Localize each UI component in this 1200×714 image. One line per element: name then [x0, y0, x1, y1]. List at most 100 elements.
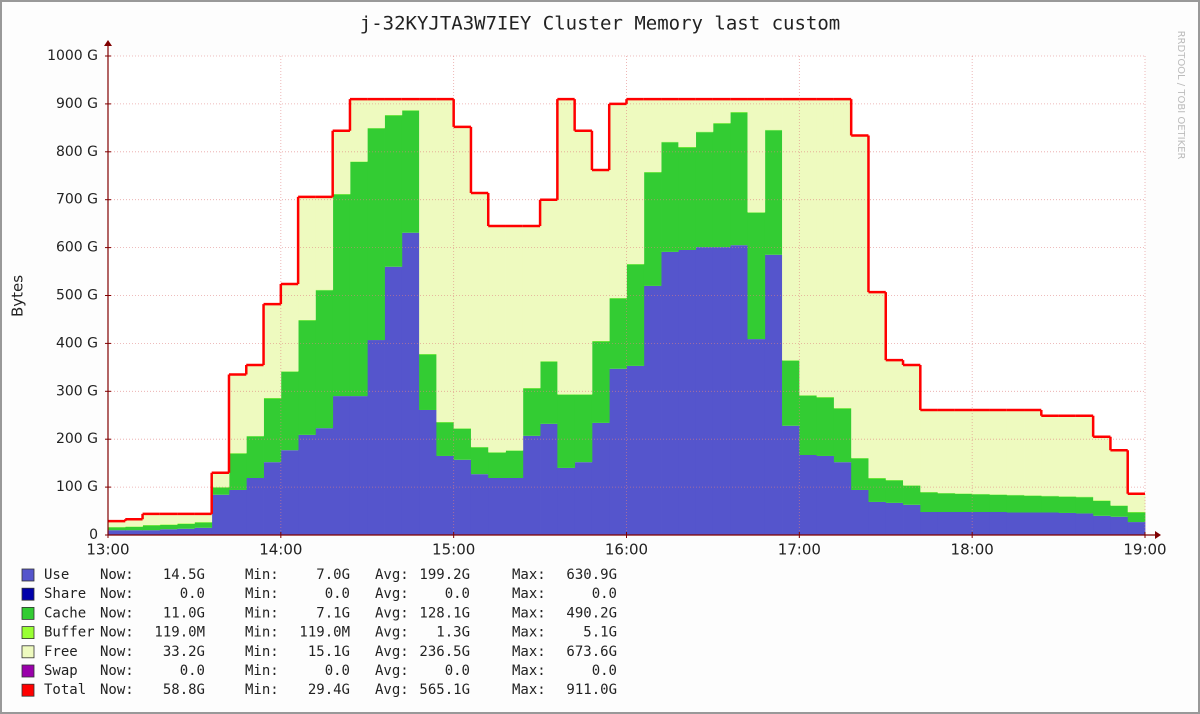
area-segment: [159, 513, 178, 525]
area-segment: [661, 142, 679, 252]
area-segment: [954, 409, 973, 494]
area-segment: [540, 199, 558, 362]
legend-stat-value: 128.1G: [419, 605, 470, 621]
area-segment: [678, 99, 697, 148]
area-segment: [816, 455, 835, 535]
area-segment: [695, 99, 714, 132]
area-segment: [643, 172, 662, 286]
legend-stat-label: Min:: [245, 586, 279, 602]
area-segment: [177, 523, 195, 529]
area-segment: [142, 513, 161, 525]
area-segment: [1110, 505, 1129, 517]
area-segment: [972, 494, 990, 513]
area-segment: [1041, 496, 1059, 513]
area-segment: [816, 99, 835, 398]
legend-label: Total: [44, 682, 86, 698]
area-segment: [142, 525, 161, 531]
area-segment: [194, 527, 213, 535]
legend-stat-value: 14.5G: [163, 567, 205, 583]
legend-stat-value: 0.0: [180, 586, 205, 602]
area-segment: [505, 450, 524, 478]
legend-stat-value: 236.5G: [419, 644, 470, 660]
area-segment: [1006, 409, 1025, 495]
area-segment: [522, 226, 541, 388]
area-segment: [678, 249, 697, 535]
area-segment: [228, 489, 247, 535]
area-segment: [522, 388, 541, 436]
y-tick-label: 700 G: [56, 192, 98, 208]
area-segment: [730, 245, 748, 535]
legend-stat-label: Now:: [100, 625, 134, 641]
area-segment: [228, 374, 247, 454]
y-tick-label: 0: [89, 527, 98, 543]
x-tick-label: 15:00: [432, 541, 475, 559]
area-segment: [401, 110, 420, 233]
area-segment: [1024, 409, 1042, 496]
legend-stat-label: Max:: [512, 586, 546, 602]
area-segment: [885, 502, 904, 535]
area-segment: [453, 428, 472, 460]
area-segment: [574, 462, 593, 535]
legend-swatch: [21, 607, 35, 620]
area-segment: [125, 526, 143, 531]
legend-stat-value: 7.0G: [316, 567, 350, 583]
area-segment: [954, 512, 973, 535]
area-segment: [885, 480, 904, 503]
area-segment: [885, 360, 904, 480]
area-segment: [540, 361, 558, 424]
area-segment: [298, 320, 316, 435]
area-segment: [263, 304, 282, 399]
area-segment: [108, 530, 126, 535]
area-segment: [315, 428, 334, 535]
area-segment: [246, 477, 264, 535]
area-segment: [851, 489, 869, 535]
area-segment: [868, 478, 887, 502]
x-tick-label: 14:00: [259, 541, 302, 559]
legend-stat-value: 565.1G: [419, 682, 470, 698]
area-segment: [367, 340, 385, 535]
legend-swatch: [21, 587, 35, 601]
area-segment: [626, 365, 645, 535]
area-segment: [609, 103, 627, 298]
area-segment: [1093, 436, 1111, 501]
area-segment: [1024, 512, 1042, 535]
area-segment: [747, 99, 766, 213]
area-segment: [851, 135, 869, 458]
legend-stat-value: 11.0G: [163, 605, 205, 621]
area-segment: [661, 251, 679, 535]
area-segment: [470, 192, 489, 447]
legend-stat-value: 1.3G: [436, 625, 470, 641]
area-segment: [522, 435, 541, 535]
legend-stat-value: 29.4G: [308, 682, 350, 698]
plot: [107, 55, 1146, 536]
area-segment: [764, 254, 783, 535]
legend-swatch: [21, 664, 35, 678]
area-segment: [609, 368, 627, 535]
area-segment: [419, 354, 437, 410]
area-segment: [920, 492, 938, 513]
legend-stat-value: 0.0: [592, 663, 617, 679]
area-segment: [557, 99, 576, 395]
area-segment: [937, 409, 956, 493]
y-tick-label: 200 G: [56, 431, 98, 447]
area-segment: [764, 130, 783, 255]
y-tick-label: 1000 G: [47, 48, 98, 64]
area-segment: [384, 99, 403, 115]
area-segment: [298, 434, 316, 535]
legend-stat-value: 0.0: [445, 586, 470, 602]
y-tick-label: 100 G: [56, 479, 98, 495]
legend-label: Free: [44, 644, 78, 660]
area-segment: [488, 226, 506, 453]
area-segment: [349, 161, 368, 397]
area-segment: [626, 99, 645, 264]
area-segment: [591, 341, 610, 423]
area-segment: [1127, 522, 1146, 535]
legend-stat-label: Now:: [100, 663, 134, 679]
legend-stat-value: 119.0M: [299, 625, 350, 641]
area-segment: [972, 512, 990, 535]
area-segment: [1075, 415, 1094, 497]
area-segment: [782, 99, 800, 361]
area-segment: [470, 447, 489, 475]
legend-stat-label: Min:: [245, 644, 279, 660]
legend-stat-label: Max:: [512, 682, 546, 698]
